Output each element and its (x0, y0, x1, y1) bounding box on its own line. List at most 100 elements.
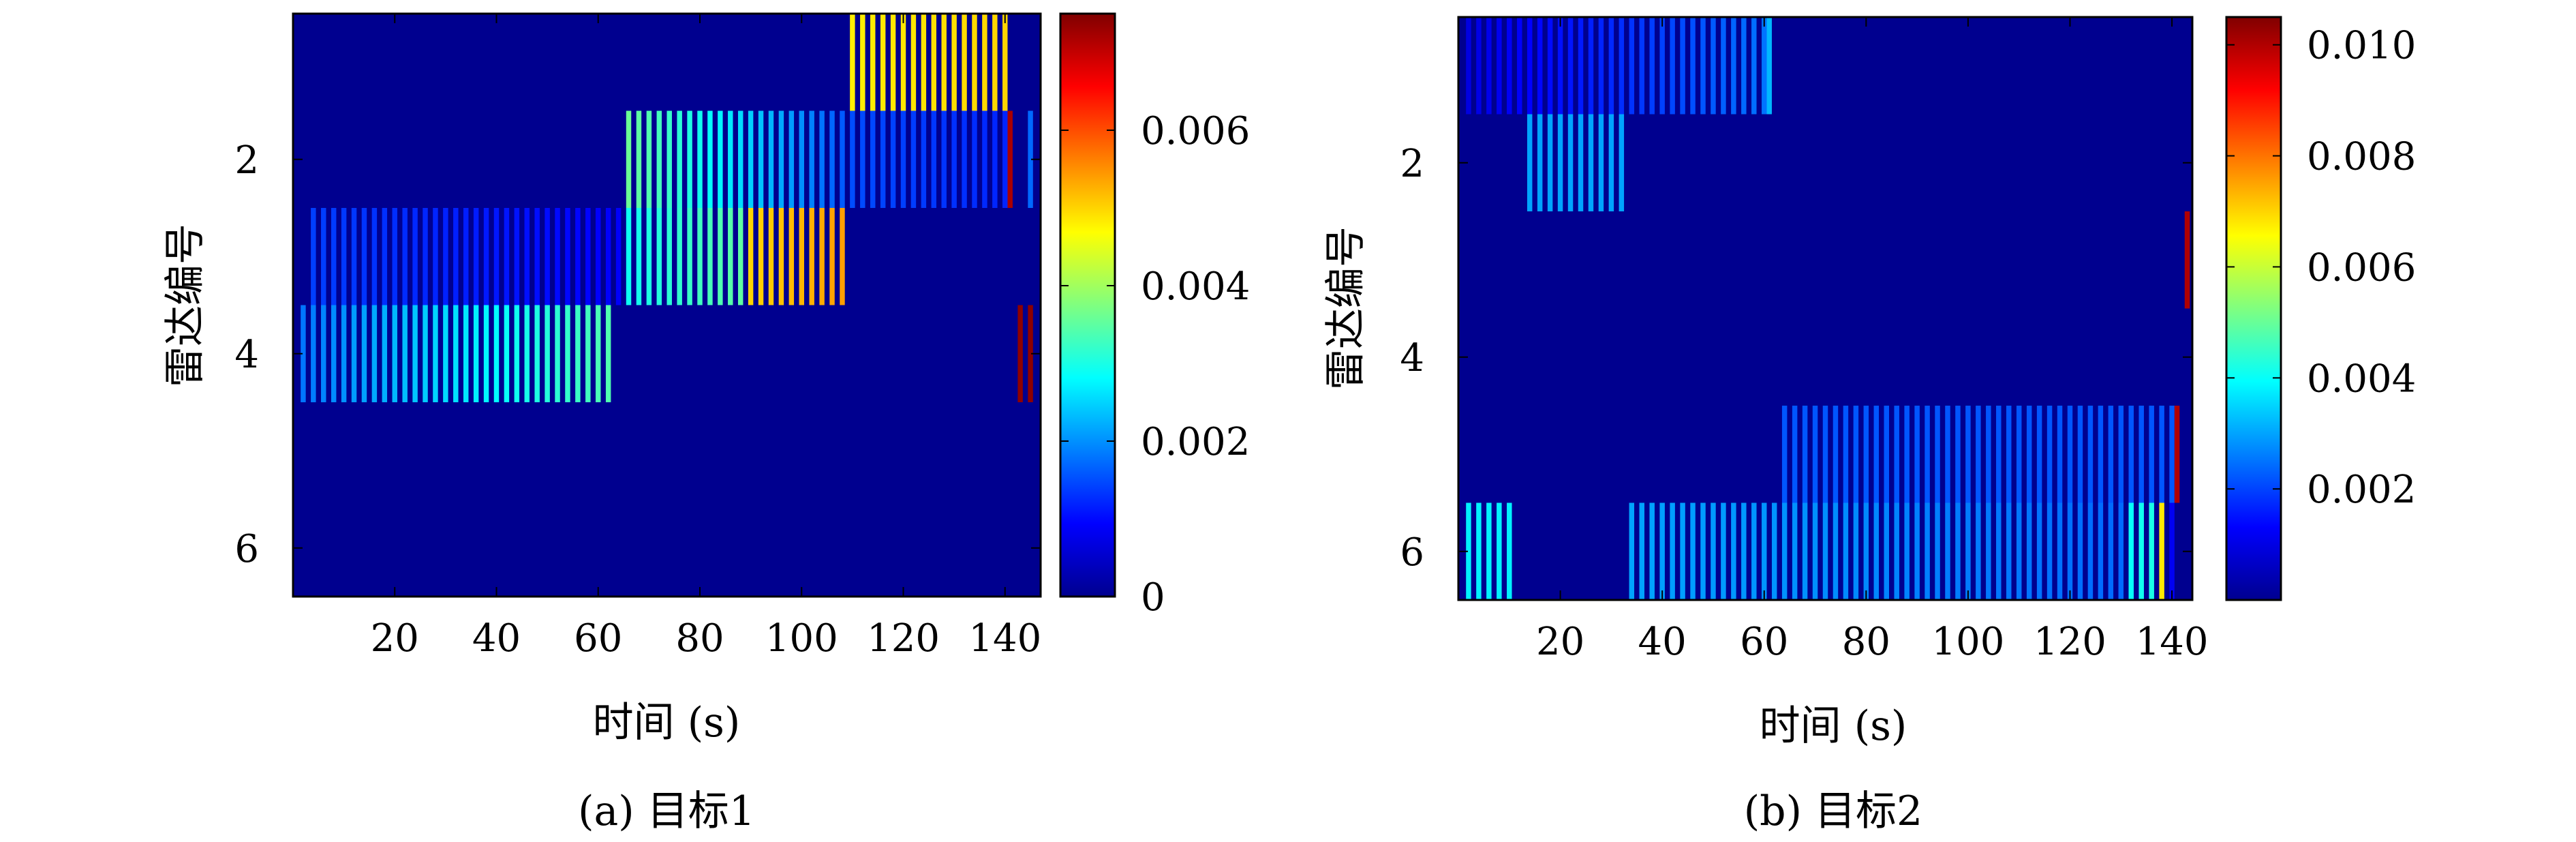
x-tick-label: 40 (472, 616, 521, 661)
heatmap-cell (666, 110, 672, 208)
heatmap-cell (778, 110, 784, 208)
heatmap-cell (1884, 406, 1889, 503)
x-tick-label: 140 (2136, 620, 2209, 664)
x-tick-label: 80 (675, 616, 724, 661)
heatmap-cell (941, 110, 947, 208)
heatmap-cell (1466, 17, 1471, 115)
heatmap-cell (880, 14, 886, 111)
heatmap-cell (605, 305, 611, 402)
heatmap-cell (382, 305, 388, 402)
heatmap-cell (575, 305, 581, 402)
heatmap-cell (687, 208, 692, 305)
heatmap-cell (1843, 406, 1849, 503)
x-tick-label: 40 (1638, 620, 1687, 664)
panel-b-caption: (b) 目标2 (1744, 787, 1922, 835)
heatmap-cell (2077, 406, 2083, 503)
panel-b-x-axis: 20 40 60 80 100 120 140 (1536, 17, 2209, 664)
heatmap-cell (473, 208, 479, 305)
heatmap-cell (361, 305, 367, 402)
heatmap-cell (2046, 502, 2053, 600)
heatmap-cell (697, 110, 703, 208)
heatmap-cell (1476, 17, 1482, 115)
heatmap-cell (819, 110, 825, 208)
heatmap-cell (2118, 502, 2124, 600)
heatmap-cell (737, 208, 743, 305)
heatmap-cell (596, 305, 601, 402)
heatmap-cell (1547, 114, 1553, 211)
heatmap-cell (1537, 17, 1543, 115)
heatmap-cell (565, 208, 570, 305)
heatmap-cell (1833, 406, 1839, 503)
colorbar-tick-label: 0.006 (2307, 245, 2416, 290)
colorbar-tick-label: 0.002 (1141, 420, 1250, 464)
heatmap-cell (2026, 502, 2032, 600)
heatmap-cell (1002, 110, 1008, 208)
heatmap-cell (453, 305, 459, 402)
heatmap-cell (1741, 502, 1747, 600)
x-tick-label: 120 (2034, 620, 2106, 664)
heatmap-cell (1781, 502, 1788, 600)
panel-a-caption: (a) 目标1 (578, 787, 755, 835)
heatmap-cell (809, 208, 814, 305)
x-tick-label: 60 (574, 616, 622, 661)
heatmap-cell (1965, 502, 1971, 600)
heatmap-cell (1751, 502, 1757, 600)
heatmap-cell (2006, 502, 2012, 600)
heatmap-cell (2149, 502, 2154, 600)
heatmap-cell (1955, 502, 1961, 600)
heatmap-cell (992, 110, 998, 208)
heatmap-cell (321, 208, 326, 305)
heatmap-cell (1567, 114, 1574, 211)
heatmap-cell (402, 305, 408, 402)
heatmap-cell (1792, 406, 1798, 503)
heatmap-cell (2108, 406, 2114, 503)
heatmap-cell (1649, 17, 1655, 115)
heatmap-cell (1863, 502, 1869, 600)
heatmap-cell (341, 208, 347, 305)
heatmap-cell (910, 110, 917, 208)
heatmap-cell (778, 208, 784, 305)
heatmap-cell (2118, 406, 2124, 503)
heatmap-cell (2174, 406, 2180, 503)
heatmap-cell (371, 305, 378, 402)
x-tick-label: 60 (1740, 620, 1788, 664)
heatmap-cell (1873, 406, 1880, 503)
panel-b-heatmap-cells (1466, 17, 2190, 600)
x-tick-label: 140 (968, 616, 1041, 661)
heatmap-cell (1812, 406, 1818, 503)
heatmap-cell (483, 305, 489, 402)
heatmap-cell (301, 305, 306, 402)
heatmap-cell (423, 305, 428, 402)
heatmap-cell (1639, 502, 1644, 600)
heatmap-cell (1925, 406, 1930, 503)
heatmap-cell (402, 208, 408, 305)
heatmap-cell (1639, 17, 1644, 115)
heatmap-cell (1629, 502, 1635, 600)
x-tick-label: 20 (1536, 620, 1584, 664)
heatmap-cell (1976, 406, 1981, 503)
heatmap-cell (1792, 502, 1798, 600)
heatmap-cell (1578, 17, 1584, 115)
colorbar-tick-label: 0.006 (1141, 109, 1250, 153)
heatmap-cell (1466, 502, 1471, 600)
y-tick-label: 4 (234, 333, 259, 377)
heatmap-cell (1507, 17, 1512, 115)
heatmap-cell (1955, 406, 1961, 503)
heatmap-cell (799, 110, 804, 208)
heatmap-cell (1578, 114, 1584, 211)
heatmap-cell (768, 110, 774, 208)
colorbar-tick-label: 0.004 (2307, 357, 2416, 401)
heatmap-cell (2098, 406, 2104, 503)
heatmap-cell (1996, 406, 2002, 503)
heatmap-cell (728, 208, 733, 305)
heatmap-cell (1680, 502, 1685, 600)
heatmap-cell (697, 208, 703, 305)
heatmap-cell (1547, 17, 1553, 115)
heatmap-cell (646, 110, 652, 208)
heatmap-cell (860, 14, 865, 111)
heatmap-cell (2057, 502, 2063, 600)
heatmap-cell (1619, 17, 1625, 115)
heatmap-cell (1527, 17, 1533, 115)
colorbar-tick-label: 0 (1141, 575, 1165, 620)
